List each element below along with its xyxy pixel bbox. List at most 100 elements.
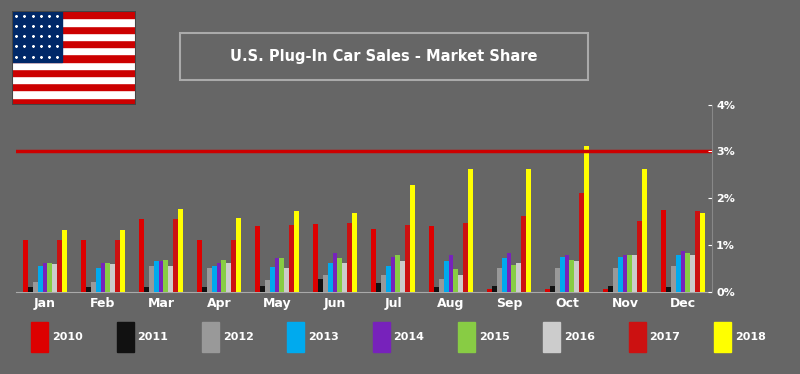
Bar xyxy=(117,322,134,352)
Bar xyxy=(458,322,475,352)
Bar xyxy=(274,258,279,292)
Bar xyxy=(449,255,454,292)
Bar xyxy=(506,254,511,292)
Bar xyxy=(410,185,415,292)
Bar xyxy=(511,265,516,292)
Bar xyxy=(444,261,449,292)
Bar xyxy=(139,219,144,292)
Bar xyxy=(492,286,497,292)
Bar xyxy=(371,229,376,292)
Bar xyxy=(106,263,110,292)
Bar xyxy=(502,258,506,292)
Bar xyxy=(700,213,705,292)
Bar xyxy=(429,226,434,292)
Bar xyxy=(90,282,96,292)
Bar xyxy=(23,240,28,292)
Bar xyxy=(574,261,579,292)
Bar xyxy=(570,260,574,292)
Bar xyxy=(395,255,400,292)
Bar xyxy=(212,266,217,292)
Text: 2013: 2013 xyxy=(308,332,339,342)
Bar xyxy=(284,269,290,292)
Bar xyxy=(438,279,444,292)
Bar xyxy=(158,261,163,292)
Bar xyxy=(101,263,106,292)
Text: 2012: 2012 xyxy=(222,332,254,342)
Bar xyxy=(618,257,622,292)
Bar xyxy=(52,264,58,292)
Bar xyxy=(554,269,560,292)
Bar xyxy=(226,263,231,292)
Bar xyxy=(434,287,438,292)
Bar xyxy=(313,224,318,292)
Bar xyxy=(217,263,222,292)
Bar xyxy=(676,255,681,292)
Bar xyxy=(579,193,584,292)
Bar xyxy=(12,76,136,83)
Bar xyxy=(714,322,731,352)
Bar xyxy=(12,83,136,91)
Bar xyxy=(487,289,492,292)
Bar xyxy=(560,257,565,292)
Bar xyxy=(12,11,62,62)
Bar xyxy=(163,260,168,292)
Bar xyxy=(144,287,149,292)
Bar xyxy=(400,261,406,292)
Bar xyxy=(12,11,136,18)
Bar xyxy=(627,255,632,292)
Bar xyxy=(202,322,219,352)
Bar xyxy=(376,283,381,292)
Bar xyxy=(178,209,183,292)
Text: U.S. Plug-In Car Sales - Market Share: U.S. Plug-In Car Sales - Market Share xyxy=(230,49,538,64)
Bar xyxy=(322,275,328,292)
Bar xyxy=(526,169,531,292)
Bar xyxy=(174,219,178,292)
Text: 2011: 2011 xyxy=(138,332,168,342)
Bar xyxy=(110,264,115,292)
Text: 2010: 2010 xyxy=(52,332,83,342)
Bar xyxy=(543,322,560,352)
Text: 2017: 2017 xyxy=(650,332,680,342)
Text: 2015: 2015 xyxy=(478,332,510,342)
Bar xyxy=(497,269,502,292)
Bar xyxy=(681,251,686,292)
Bar xyxy=(255,226,260,292)
Bar xyxy=(690,255,695,292)
Bar xyxy=(12,18,136,25)
Bar xyxy=(632,255,638,292)
Bar xyxy=(81,240,86,292)
Bar xyxy=(661,210,666,292)
Bar xyxy=(154,261,158,292)
Bar xyxy=(12,40,136,47)
Bar xyxy=(12,62,136,69)
Bar xyxy=(260,286,265,292)
Bar xyxy=(12,69,136,76)
Bar xyxy=(642,169,647,292)
Bar xyxy=(294,211,299,292)
Bar xyxy=(42,263,47,292)
Bar xyxy=(328,263,333,292)
Bar xyxy=(287,322,304,352)
Bar xyxy=(608,286,613,292)
Bar xyxy=(347,223,352,292)
Bar xyxy=(265,280,270,292)
Bar xyxy=(86,287,90,292)
Text: 2018: 2018 xyxy=(734,332,766,342)
Bar xyxy=(565,255,570,292)
Bar xyxy=(120,230,125,292)
Bar xyxy=(197,240,202,292)
Bar xyxy=(168,266,174,292)
Bar xyxy=(629,322,646,352)
Bar xyxy=(318,279,322,292)
Bar xyxy=(149,266,154,292)
Bar xyxy=(603,289,608,292)
Bar xyxy=(342,263,347,292)
Bar xyxy=(12,54,136,62)
Bar xyxy=(584,146,589,292)
Bar xyxy=(38,266,42,292)
Bar xyxy=(666,287,670,292)
Bar xyxy=(463,223,468,292)
Bar xyxy=(638,221,642,292)
Bar xyxy=(686,254,690,292)
Bar xyxy=(550,286,554,292)
